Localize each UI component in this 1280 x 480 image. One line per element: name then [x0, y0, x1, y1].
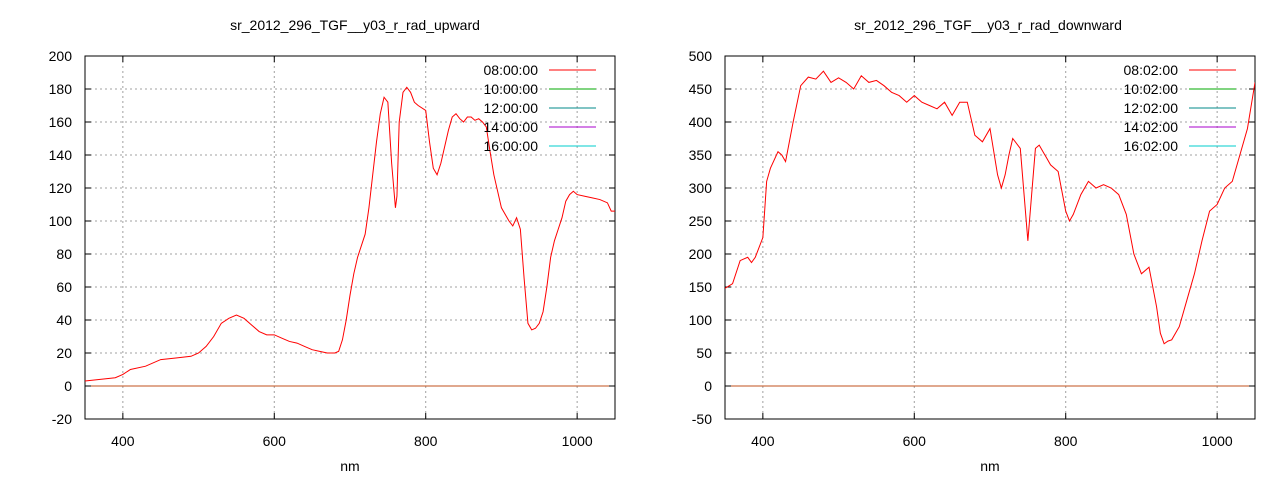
- chart-1-ytick-label-8: 140: [49, 147, 73, 163]
- chart-1-legend-label-0: 08:00:00: [484, 62, 539, 78]
- chart-1-series-line-0: [85, 86, 615, 382]
- chart-1-title: sr_2012_296_TGF__y03_r_rad_upward: [230, 17, 480, 33]
- chart-2-xtick-label-3: 1000: [1202, 433, 1233, 449]
- chart-2-ytick-label-4: 150: [689, 279, 713, 295]
- chart-1-plot-frame: [84, 55, 616, 420]
- chart-1-legend-label-4: 16:00:00: [484, 138, 539, 154]
- chart-2-ytick-label-11: 500: [689, 48, 713, 64]
- chart-2-legend-label-3: 14:02:00: [1124, 119, 1179, 135]
- chart-1-ytick-label-2: 20: [56, 345, 72, 361]
- chart-2-legend-label-1: 10:02:00: [1124, 81, 1179, 97]
- chart-2-ytick-label-1: 0: [704, 378, 712, 394]
- chart-1-ytick-label-5: 80: [56, 246, 72, 262]
- chart-2-legend-label-4: 16:02:00: [1124, 138, 1179, 154]
- chart-1-legend-label-1: 10:00:00: [484, 81, 539, 97]
- chart-2-ytick-label-8: 350: [689, 147, 713, 163]
- chart-2-ytick-label-2: 50: [696, 345, 712, 361]
- chart-1-xtick-label-3: 1000: [562, 433, 593, 449]
- chart-1-ytick-label-10: 180: [49, 81, 73, 97]
- chart-2-legend-label-0: 08:02:00: [1124, 62, 1179, 78]
- chart-1-ytick-label-4: 60: [56, 279, 72, 295]
- chart-1-legend-label-3: 14:00:00: [484, 119, 539, 135]
- chart-2-panel: sr_2012_296_TGF__y03_r_rad_downward -50 0 5…: [689, 17, 1256, 474]
- chart-1-legend-label-2: 12:00:00: [484, 100, 539, 116]
- chart-2-xtick-label-2: 800: [1054, 433, 1078, 449]
- chart-1-xlabel: nm: [340, 458, 359, 474]
- chart-1-ytick-label-9: 160: [49, 114, 73, 130]
- chart-1-ytick-label-7: 120: [49, 180, 73, 196]
- chart-1-ytick-label-1: 0: [64, 378, 72, 394]
- chart-2-xlabel: nm: [980, 458, 999, 474]
- chart-2-plot-frame: [724, 55, 1256, 420]
- chart-1-panel: sr_2012_296_TGF__y03_r_rad_upward -20 0 20 4…: [49, 17, 616, 474]
- chart-1-ytick-label-11: 200: [49, 48, 73, 64]
- chart-1-ytick-label-3: 40: [56, 312, 72, 328]
- chart-2-ytick-label-6: 250: [689, 213, 713, 229]
- chart-1-ytick-label-0: -20: [52, 411, 72, 427]
- chart-2-series-line-0: [725, 70, 1255, 345]
- chart-2-ytick-label-9: 400: [689, 114, 713, 130]
- chart-2-ytick-label-7: 300: [689, 180, 713, 196]
- chart-1-xtick-label-0: 400: [111, 433, 135, 449]
- chart-2-legend-label-2: 12:02:00: [1124, 100, 1179, 116]
- chart-1-ytick-label-6: 100: [49, 213, 73, 229]
- chart-1-xtick-label-1: 600: [263, 433, 287, 449]
- chart-2-ytick-label-10: 450: [689, 81, 713, 97]
- chart-1-xtick-label-2: 800: [414, 433, 438, 449]
- chart-2-ytick-label-3: 100: [689, 312, 713, 328]
- chart-2-ytick-label-5: 200: [689, 246, 713, 262]
- chart-2-xtick-label-1: 600: [903, 433, 927, 449]
- chart-2-xtick-label-0: 400: [751, 433, 775, 449]
- chart-2-ytick-label-0: -50: [692, 411, 712, 427]
- chart-2-title: sr_2012_296_TGF__y03_r_rad_downward: [854, 17, 1122, 33]
